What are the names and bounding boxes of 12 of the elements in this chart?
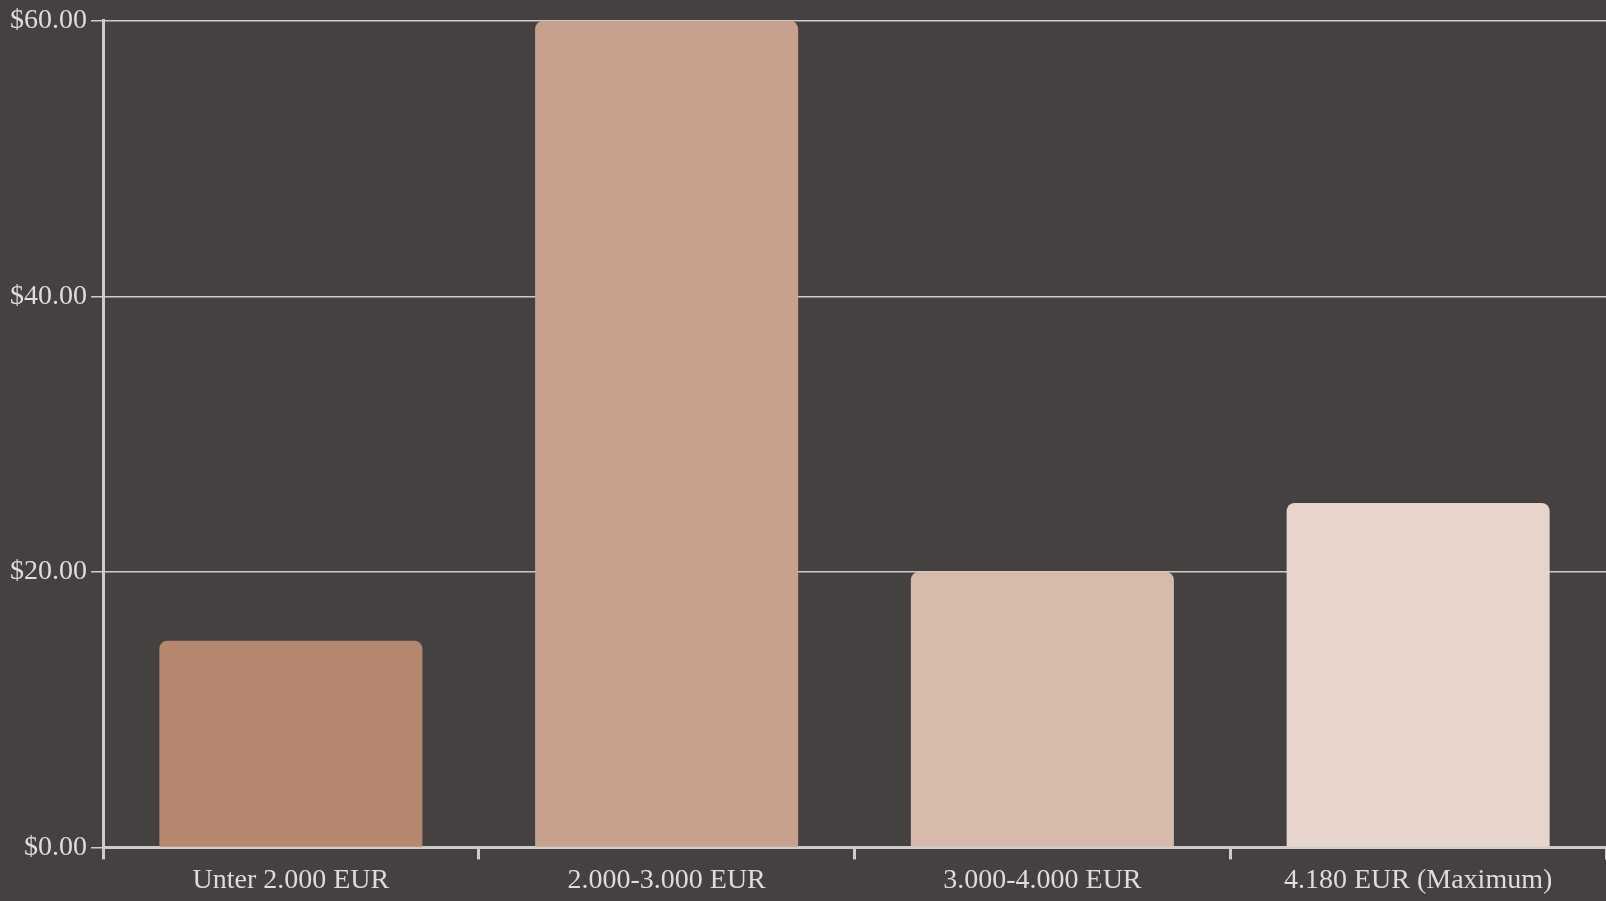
x-tick-label: 3.000-4.000 EUR [943,862,1142,894]
x-tick-label: 2.000-3.000 EUR [567,862,767,894]
y-tick-label: $60.00 [10,3,87,35]
y-tick-label: $40.00 [10,278,87,310]
bar [910,571,1174,847]
x-tick-label: 4.180 EUR (Maximum) [1283,862,1553,894]
bar [159,640,423,847]
y-tick-label: $20.00 [10,554,87,586]
bar [535,20,799,847]
bar [1286,502,1550,847]
x-tick-label: Unter 2.000 EUR [192,862,390,894]
y-tick-label: $0.00 [24,829,87,861]
